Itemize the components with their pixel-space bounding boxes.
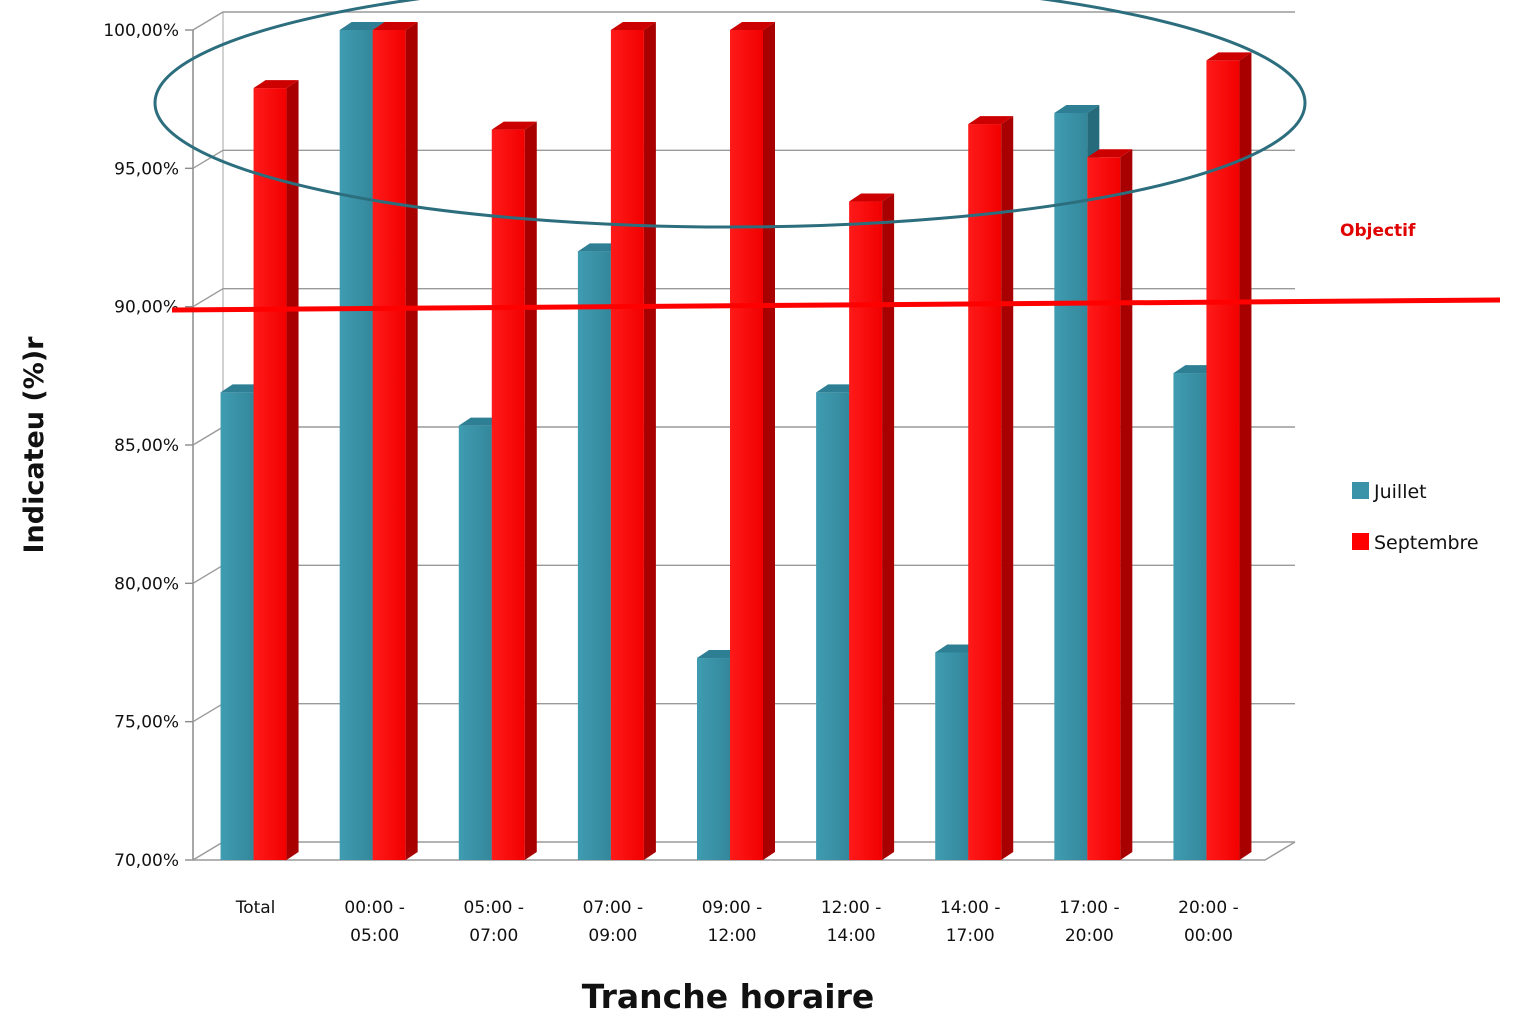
bar-septembre-7 [1087,149,1133,860]
y-tick-label: 70,00% [114,851,179,871]
x-tick-label: 12:00 -14:00 [821,898,882,946]
legend-swatch-septembre [1352,533,1369,550]
bar-septembre-6 [968,116,1014,861]
legend-label-juillet: Juillet [1373,481,1427,503]
bar-septembre-1 [372,22,418,860]
bar-septembre-5 [849,193,895,861]
x-axis-title: Tranche horaire [582,977,875,1016]
bar-septembre-4 [730,22,775,860]
bar-septembre-2 [491,121,537,861]
y-tick-label: 90,00% [114,298,179,318]
y-axis: 70,00% 75,00% 80,00% 85,00% 90,00% 95,00% 100,… [103,21,179,871]
y-tick-label: 75,00% [114,713,179,733]
highlight-ellipse [153,0,1307,229]
x-tick-label: 09:00 -12:00 [702,898,763,946]
y-axis-title: Indicateu (%)r [19,336,50,554]
legend-label-septembre: Septembre [1374,532,1479,554]
x-axis: Total 00:00 -05:00 05:00 -07:00 07:00 -09:0… [235,898,1239,946]
x-tick-label: 17:00 -20:00 [1059,898,1120,946]
target-label: Objectif [1340,221,1416,241]
x-tick-label: 07:00 -09:00 [583,898,644,946]
gridline [192,287,1295,308]
legend: Juillet Septembre [1352,481,1479,554]
x-tick-label: 05:00 -07:00 [464,898,525,946]
bar-septembre-0 [253,80,299,861]
legend-swatch-juillet [1352,482,1369,499]
y-tick-label: 95,00% [114,159,179,179]
x-tick-label: 14:00 -17:00 [940,898,1001,946]
y-tick-label: 85,00% [114,436,179,456]
x-tick-label: 00:00 -05:00 [344,898,405,946]
x-tick-label: Total [235,898,276,918]
target-line [171,297,1501,313]
bar-septembre-3 [610,22,656,860]
gridline [192,11,1295,31]
bars [220,22,1252,861]
gridline [192,149,1295,169]
floor-edge [193,841,1296,861]
y-tick-label: 80,00% [114,574,179,594]
bar-septembre-8 [1206,52,1252,860]
x-tick-label: 20:00 -00:00 [1178,898,1239,946]
y-tick-label: 100,00% [103,21,179,41]
